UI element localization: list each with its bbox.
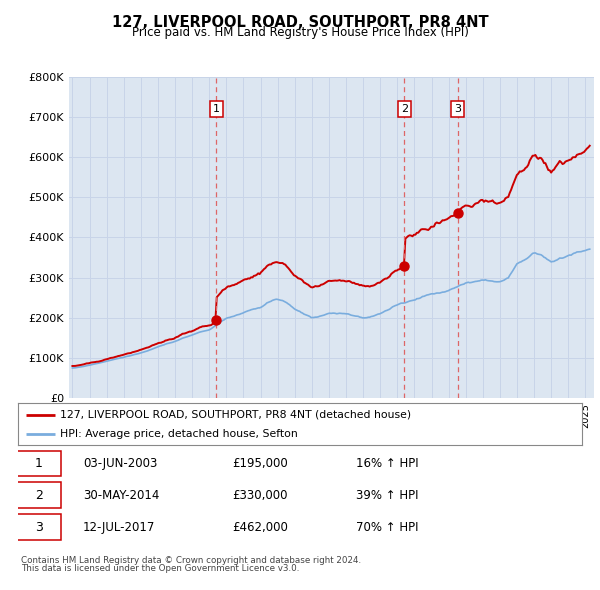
Text: 127, LIVERPOOL ROAD, SOUTHPORT, PR8 4NT: 127, LIVERPOOL ROAD, SOUTHPORT, PR8 4NT (112, 15, 488, 30)
Text: 1: 1 (213, 104, 220, 114)
FancyBboxPatch shape (17, 483, 61, 508)
Text: 30-MAY-2014: 30-MAY-2014 (83, 489, 159, 502)
Text: Contains HM Land Registry data © Crown copyright and database right 2024.: Contains HM Land Registry data © Crown c… (21, 556, 361, 565)
Text: This data is licensed under the Open Government Licence v3.0.: This data is licensed under the Open Gov… (21, 565, 299, 573)
Text: 3: 3 (35, 521, 43, 534)
Text: 1: 1 (35, 457, 43, 470)
Text: HPI: Average price, detached house, Sefton: HPI: Average price, detached house, Seft… (60, 428, 298, 438)
Text: 70% ↑ HPI: 70% ↑ HPI (356, 521, 419, 534)
Text: 2: 2 (401, 104, 408, 114)
Text: 3: 3 (454, 104, 461, 114)
Text: 127, LIVERPOOL ROAD, SOUTHPORT, PR8 4NT (detached house): 127, LIVERPOOL ROAD, SOUTHPORT, PR8 4NT … (60, 410, 412, 420)
Text: 03-JUN-2003: 03-JUN-2003 (83, 457, 157, 470)
Text: £462,000: £462,000 (232, 521, 288, 534)
Text: 12-JUL-2017: 12-JUL-2017 (83, 521, 155, 534)
FancyBboxPatch shape (17, 451, 61, 476)
Text: 16% ↑ HPI: 16% ↑ HPI (356, 457, 419, 470)
Text: 2: 2 (35, 489, 43, 502)
Text: 39% ↑ HPI: 39% ↑ HPI (356, 489, 419, 502)
FancyBboxPatch shape (17, 514, 61, 540)
Text: Price paid vs. HM Land Registry's House Price Index (HPI): Price paid vs. HM Land Registry's House … (131, 26, 469, 39)
Text: £195,000: £195,000 (232, 457, 288, 470)
Text: £330,000: £330,000 (232, 489, 288, 502)
